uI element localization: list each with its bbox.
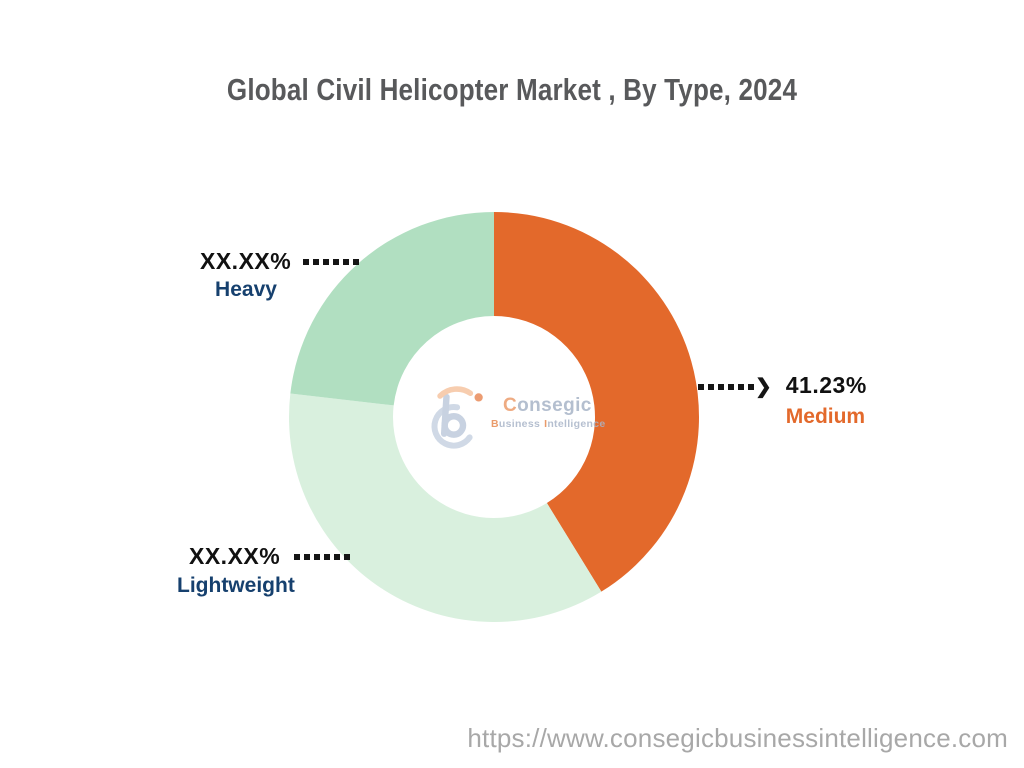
website-url: https://www.consegicbusinessintelligence… xyxy=(467,723,1008,753)
lightweight-leader-dots-icon xyxy=(294,553,351,560)
medium-value: 41.23% xyxy=(785,372,867,398)
lightweight-label: Lightweight xyxy=(177,574,295,597)
consegic-logo-mark-icon xyxy=(431,386,483,449)
lightweight-value: XX.XX% xyxy=(189,543,281,569)
callout-medium: ❯ 41.23% Medium xyxy=(698,372,867,429)
logo-brand-name: Consegic xyxy=(503,395,592,416)
consegic-logo: Consegic Business Intelligence xyxy=(429,383,605,455)
pie-slice-medium xyxy=(494,212,700,592)
heavy-value: XX.XX% xyxy=(200,248,292,274)
medium-label: Medium xyxy=(785,405,866,428)
heavy-label: Heavy xyxy=(215,278,277,301)
callout-heavy: XX.XX% Heavy xyxy=(200,248,360,302)
pie-slice-lightweight xyxy=(288,393,602,623)
consegic-logo-text: Consegic Business Intelligence xyxy=(491,396,605,430)
logo-tagline: Business Intelligence xyxy=(491,417,606,430)
heavy-leader-dots-icon xyxy=(303,258,360,265)
pie-slice-heavy xyxy=(290,212,494,406)
chart-title: Global Civil Helicopter Market , By Type… xyxy=(226,72,798,107)
medium-leader-dots-icon xyxy=(698,384,754,390)
callout-lightweight: XX.XX% Lightweight xyxy=(177,543,351,598)
